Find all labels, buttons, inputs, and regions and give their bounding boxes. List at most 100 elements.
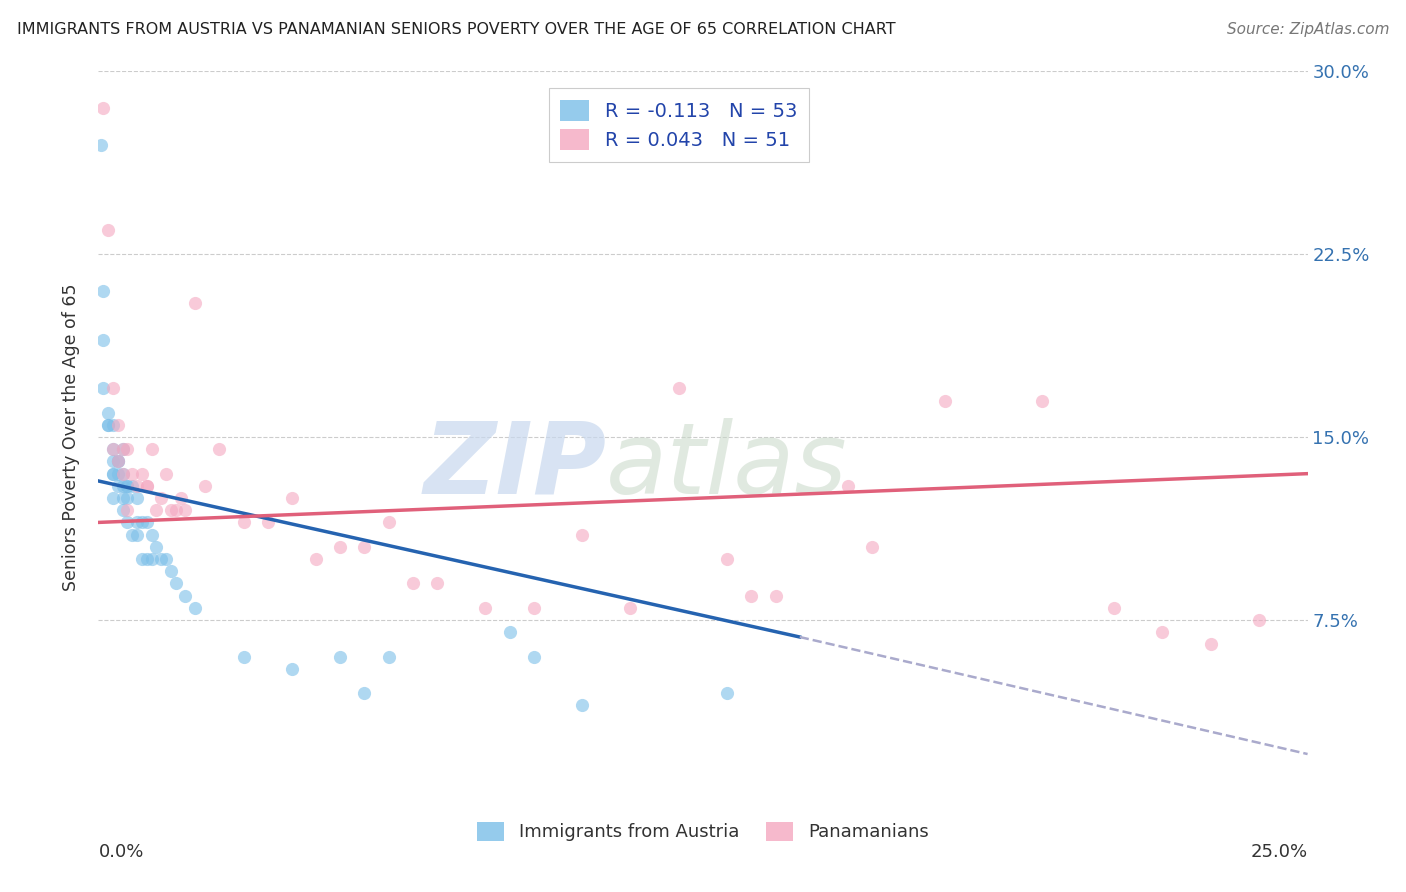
Point	[91, 333, 114, 347]
Point	[141, 527, 163, 541]
Point	[121, 479, 143, 493]
Point	[91, 101, 114, 115]
Point	[111, 491, 134, 505]
Point	[740, 589, 762, 603]
Point	[111, 479, 134, 493]
Point	[101, 467, 124, 481]
Point	[256, 516, 278, 530]
Point	[174, 589, 197, 603]
Point	[135, 479, 157, 493]
Point	[837, 479, 859, 493]
Point	[426, 576, 449, 591]
Text: IMMIGRANTS FROM AUSTRIA VS PANAMANIAN SENIORS POVERTY OVER THE AGE OF 65 CORRELA: IMMIGRANTS FROM AUSTRIA VS PANAMANIAN SE…	[17, 22, 896, 37]
Point	[571, 527, 593, 541]
Point	[523, 600, 546, 615]
Point	[141, 552, 163, 566]
Point	[619, 600, 641, 615]
Point	[329, 649, 352, 664]
Point	[184, 296, 207, 310]
Point	[135, 479, 157, 493]
Point	[131, 516, 153, 530]
Point	[1249, 613, 1271, 627]
Point	[150, 491, 173, 505]
Point	[141, 442, 163, 457]
Point	[101, 381, 124, 395]
Point	[111, 442, 134, 457]
Point	[117, 491, 139, 505]
Point	[117, 442, 139, 457]
Point	[232, 516, 254, 530]
Point	[668, 381, 690, 395]
Point	[1031, 393, 1053, 408]
Point	[97, 417, 120, 432]
Point	[145, 503, 167, 517]
Point	[101, 442, 124, 457]
Point	[107, 454, 129, 468]
Point	[111, 467, 134, 481]
Point	[121, 527, 143, 541]
Point	[169, 491, 191, 505]
Point	[107, 479, 129, 493]
Point	[860, 540, 883, 554]
Point	[765, 589, 787, 603]
Point	[523, 649, 546, 664]
Point	[101, 467, 124, 481]
Point	[127, 527, 149, 541]
Point	[127, 516, 149, 530]
Point	[131, 552, 153, 566]
Point	[101, 454, 124, 468]
Point	[107, 454, 129, 468]
Y-axis label: Seniors Poverty Over the Age of 65: Seniors Poverty Over the Age of 65	[62, 284, 80, 591]
Point	[155, 552, 177, 566]
Point	[208, 442, 231, 457]
Point	[91, 381, 114, 395]
Text: ZIP: ZIP	[423, 417, 606, 515]
Point	[135, 552, 157, 566]
Point	[101, 491, 124, 505]
Point	[716, 552, 738, 566]
Point	[165, 576, 187, 591]
Point	[716, 686, 738, 700]
Point	[165, 503, 187, 517]
Point	[107, 467, 129, 481]
Point	[97, 406, 120, 420]
Point	[160, 564, 183, 578]
Point	[117, 516, 139, 530]
Point	[107, 417, 129, 432]
Legend: Immigrants from Austria, Panamanians: Immigrants from Austria, Panamanians	[470, 814, 936, 848]
Point	[111, 503, 134, 517]
Point	[571, 698, 593, 713]
Point	[90, 137, 112, 152]
Point	[97, 417, 120, 432]
Point	[97, 223, 120, 237]
Point	[377, 649, 399, 664]
Point	[305, 552, 328, 566]
Point	[150, 552, 173, 566]
Point	[117, 503, 139, 517]
Point	[474, 600, 496, 615]
Point	[117, 479, 139, 493]
Text: 0.0%: 0.0%	[98, 843, 143, 861]
Text: atlas: atlas	[606, 417, 848, 515]
Point	[1152, 625, 1174, 640]
Point	[101, 417, 124, 432]
Point	[127, 491, 149, 505]
Point	[1199, 637, 1222, 651]
Point	[111, 442, 134, 457]
Point	[281, 662, 304, 676]
Point	[155, 467, 177, 481]
Point	[353, 686, 375, 700]
Point	[194, 479, 217, 493]
Point	[117, 479, 139, 493]
Point	[127, 479, 149, 493]
Text: 25.0%: 25.0%	[1250, 843, 1308, 861]
Point	[107, 454, 129, 468]
Point	[121, 467, 143, 481]
Point	[184, 600, 207, 615]
Point	[111, 467, 134, 481]
Point	[498, 625, 520, 640]
Point	[1102, 600, 1125, 615]
Point	[377, 516, 399, 530]
Point	[174, 503, 197, 517]
Point	[353, 540, 375, 554]
